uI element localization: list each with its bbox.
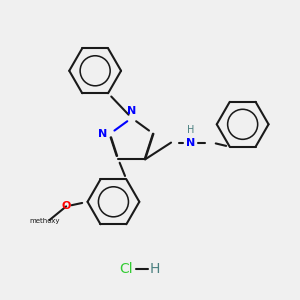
- Text: O: O: [61, 201, 71, 212]
- Text: N: N: [186, 138, 196, 148]
- Text: N: N: [127, 106, 136, 116]
- Text: H: H: [187, 125, 194, 135]
- Text: methoxy: methoxy: [30, 218, 60, 224]
- Text: H: H: [149, 262, 160, 276]
- Text: N: N: [98, 129, 107, 139]
- Text: Cl: Cl: [119, 262, 132, 276]
